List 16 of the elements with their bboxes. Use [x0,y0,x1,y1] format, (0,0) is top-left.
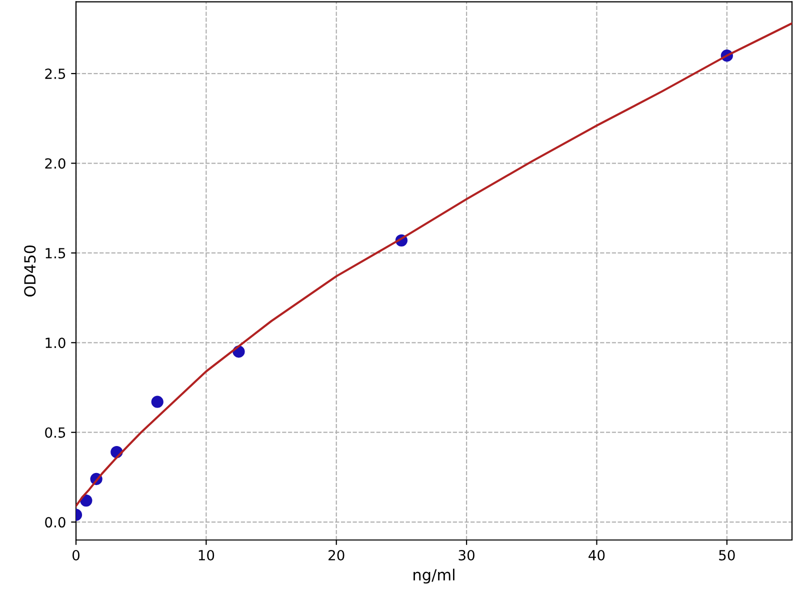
x-tick-label: 30 [458,550,474,560]
y-tick-label: 1.0 [46,338,66,348]
y-tick-label: 1.5 [46,248,66,258]
y-tick-label: 0.0 [45,517,66,528]
x-tick-label: 20 [328,550,344,560]
x-tick-label: 50 [719,550,735,560]
y-tick-label: 2.5 [45,68,66,80]
x-tick-label: 10 [198,550,214,560]
line-series [76,22,792,507]
x-tick-label: 0 [72,550,80,560]
x-tick-label: 40 [588,550,605,560]
x-axis-title: ng/ml [414,568,454,584]
y-axis-title: OD450 [24,245,36,297]
point [151,396,164,408]
y-tick-label: 2.0 [45,158,66,169]
y-tick-label: 0.5 [45,427,66,438]
